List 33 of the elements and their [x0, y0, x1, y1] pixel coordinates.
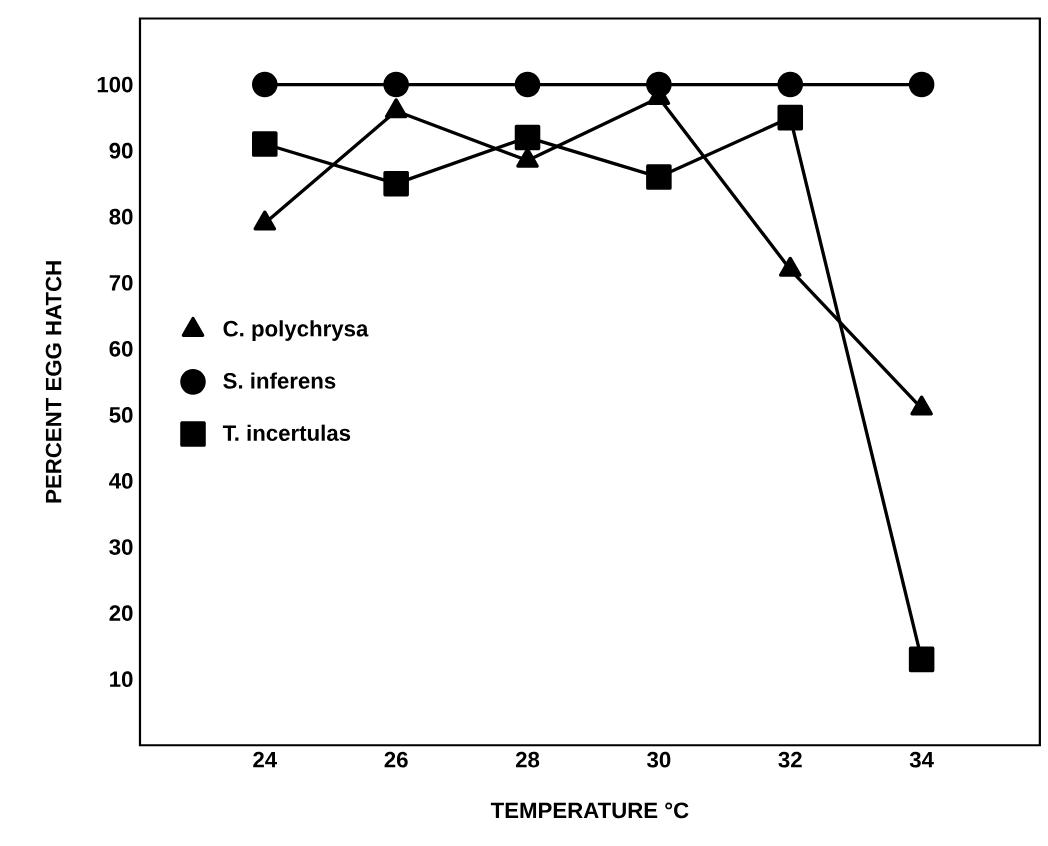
y-tick-label: 20	[109, 605, 133, 621]
x-tick-label: 30	[647, 751, 671, 768]
legend-label: C. polychrysa	[223, 320, 369, 341]
x-tick-label: 28	[515, 751, 540, 768]
point	[908, 71, 935, 98]
legend-label: T. incertulas	[222, 424, 351, 441]
y-tick-label: 10	[110, 671, 133, 687]
point	[252, 131, 278, 157]
x-tick-label: 32	[778, 751, 802, 768]
y-axis-title: PERCENT EGG HATCH	[45, 261, 62, 503]
x-tick-label: 26	[384, 751, 408, 768]
x-tick-label: 34	[909, 751, 934, 768]
y-tick-label: 60	[109, 340, 133, 357]
point	[383, 170, 409, 197]
x-tick-label: 24	[253, 751, 277, 768]
y-tick-label: 90	[109, 142, 133, 159]
y-tick-label: 70	[109, 274, 133, 291]
y-tick-label: 50	[109, 406, 133, 423]
point	[383, 71, 409, 98]
y-tick-label: 30	[109, 539, 133, 555]
x-axis-title: TEMPERATURE °C	[490, 802, 689, 819]
point	[514, 124, 541, 151]
point	[252, 71, 278, 98]
point	[646, 71, 672, 98]
y-tick-label: 100	[97, 76, 133, 93]
point	[777, 71, 804, 98]
point	[908, 646, 935, 673]
legend-label: S. inferens	[223, 372, 336, 389]
point	[777, 104, 804, 131]
point	[514, 71, 541, 98]
y-tick-label: 80	[109, 208, 133, 225]
point	[646, 164, 672, 190]
y-tick-label: 40	[109, 473, 133, 489]
